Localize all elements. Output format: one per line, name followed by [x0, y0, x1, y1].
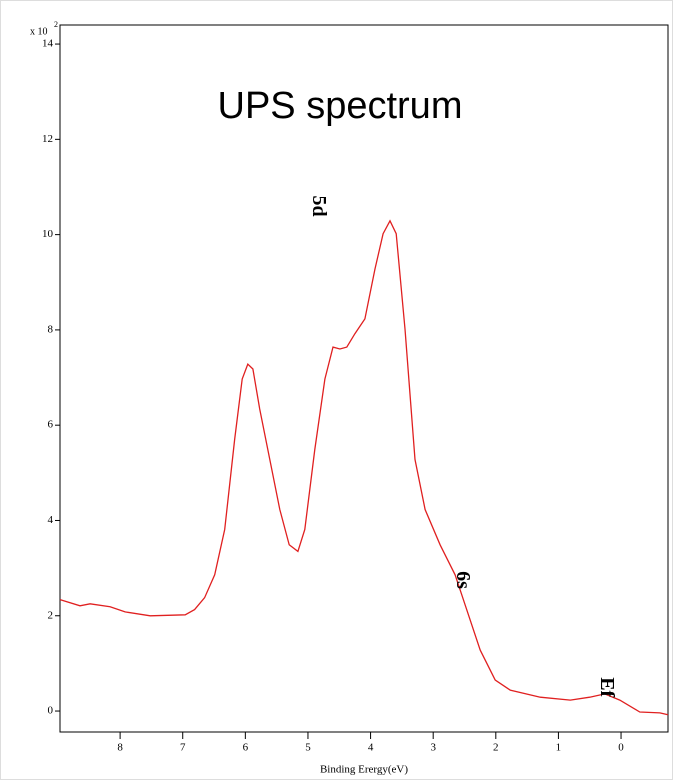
- y-tick-label: 12: [42, 133, 53, 145]
- x-tick-label: 6: [243, 742, 249, 754]
- x-tick-label: 5: [305, 742, 311, 754]
- x-tick-label: 2: [493, 742, 499, 754]
- x-tick-label: 1: [556, 742, 562, 754]
- y-multiplier: x 10: [30, 26, 48, 37]
- x-tick-label: 3: [430, 742, 436, 754]
- y-multiplier-exponent: 2: [54, 20, 58, 29]
- y-tick-label: 8: [48, 323, 54, 335]
- y-tick-label: 0: [48, 705, 54, 717]
- plot-frame: [59, 24, 669, 733]
- spectrum-line: [59, 219, 669, 716]
- x-tick-label: 0: [618, 742, 624, 754]
- y-tick-label: 2: [48, 609, 54, 621]
- annotation: Ef: [596, 677, 618, 697]
- y-tick-label: 10: [42, 228, 54, 240]
- y-tick-label: 4: [48, 514, 54, 526]
- y-tick-label: 14: [42, 38, 54, 50]
- annotation: 6s: [452, 571, 474, 589]
- x-tick-label: 8: [117, 742, 123, 754]
- x-tick-label: 7: [180, 742, 186, 754]
- annotation: 5d: [308, 195, 330, 216]
- y-tick-label: 6: [48, 419, 54, 431]
- x-axis-label: Binding Erergy(eV): [320, 764, 408, 776]
- x-tick-label: 4: [368, 742, 374, 754]
- chart-title: UPS spectrum: [218, 85, 463, 127]
